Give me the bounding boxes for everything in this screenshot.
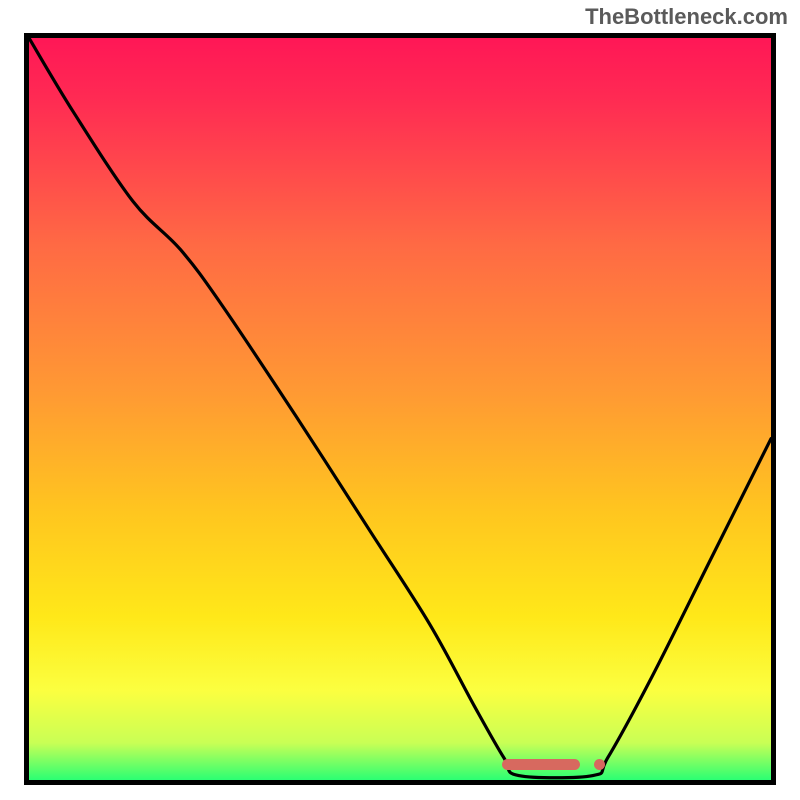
chart-plot-area (24, 33, 776, 785)
bottleneck-curve (29, 38, 771, 780)
bottleneck-curve-path (29, 38, 771, 778)
watermark-text: TheBottleneck.com (585, 4, 788, 30)
optimal-range-marker (502, 759, 580, 770)
